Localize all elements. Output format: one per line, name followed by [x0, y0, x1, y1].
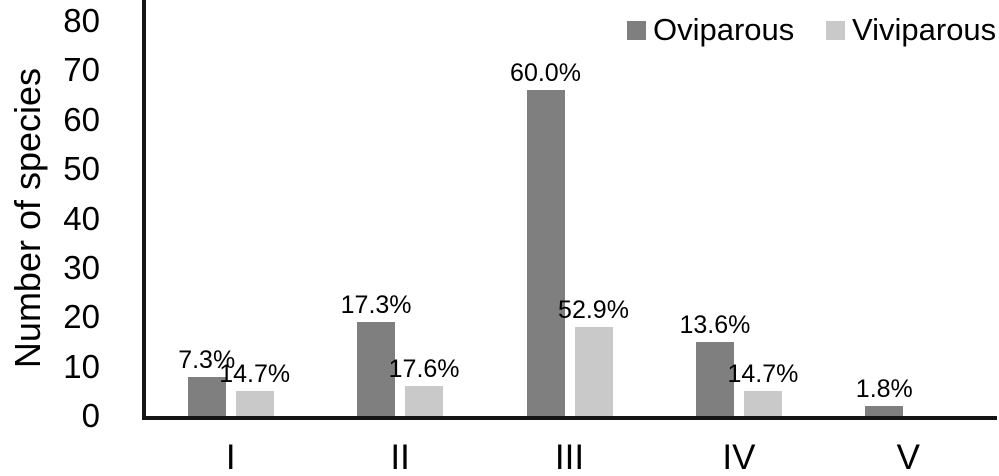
bar-viviparous-III	[574, 327, 613, 416]
x-category-label: IV	[722, 438, 756, 476]
legend-label-oviparous: Oviparous	[653, 12, 795, 47]
data-label-viviparous-I: 14.7%	[219, 360, 291, 389]
data-label-viviparous-II: 17.6%	[388, 355, 460, 384]
viviparous-swatch-icon	[826, 20, 845, 40]
y-tick-label: 10	[63, 347, 100, 385]
data-label-oviparous-II: 17.3%	[340, 291, 412, 320]
data-label-oviparous-V: 1.8%	[855, 375, 913, 404]
oviparous-swatch-icon	[627, 20, 646, 40]
legend-item-viviparous: Viviparous	[826, 10, 996, 50]
y-tick-label: 0	[81, 397, 100, 434]
x-axis-line	[142, 416, 997, 420]
bar-oviparous-IV	[695, 341, 734, 416]
y-tick-label: 60	[63, 100, 100, 138]
x-category-label: V	[896, 438, 920, 476]
x-category-label: II	[390, 438, 410, 476]
bar-oviparous-II	[357, 322, 396, 416]
data-label-viviparous-IV: 14.7%	[727, 360, 799, 389]
x-category-label: III	[554, 438, 585, 476]
y-tick-label: 80	[63, 2, 100, 39]
bar-oviparous-I	[187, 376, 226, 416]
y-tick-label: 70	[63, 51, 100, 89]
y-tick-label: 50	[63, 150, 100, 188]
bar-viviparous-IV	[743, 391, 782, 416]
data-label-oviparous-III: 60.0%	[510, 59, 581, 88]
y-axis-line	[142, 0, 146, 420]
data-label-oviparous-IV: 13.6%	[679, 310, 751, 339]
bar-viviparous-II	[405, 386, 444, 416]
legend-label-viviparous: Viviparous	[852, 12, 997, 47]
x-category-label: I	[225, 438, 236, 476]
bar-oviparous-V	[865, 406, 904, 416]
y-tick-label: 20	[63, 298, 100, 336]
legend-item-oviparous: Oviparous	[627, 10, 794, 50]
y-tick-label: 40	[63, 199, 100, 237]
bar-viviparous-I	[235, 391, 274, 416]
bar-oviparous-III	[526, 90, 565, 416]
y-tick-label: 30	[63, 248, 100, 286]
data-label-viviparous-III: 52.9%	[558, 296, 629, 325]
data-label-oviparous-I: 7.3%	[178, 345, 236, 374]
